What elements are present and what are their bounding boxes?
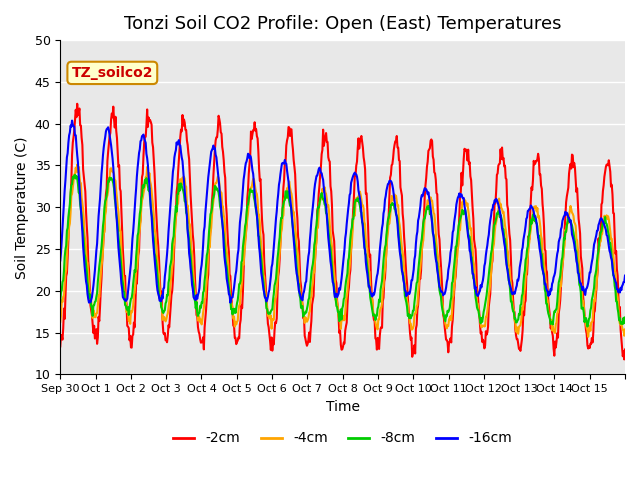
-2cm xyxy=(621,347,629,352)
Y-axis label: Soil Temperature (C): Soil Temperature (C) xyxy=(15,136,29,278)
-4cm xyxy=(621,326,629,332)
-2cm xyxy=(402,260,410,265)
-2cm xyxy=(56,344,64,349)
-4cm xyxy=(402,285,410,290)
-2cm xyxy=(276,239,284,244)
-8cm xyxy=(402,296,410,302)
-4cm xyxy=(56,319,64,325)
-8cm xyxy=(56,299,64,304)
-8cm xyxy=(255,234,263,240)
-8cm xyxy=(621,314,629,320)
-16cm xyxy=(256,251,264,256)
-16cm xyxy=(228,295,236,300)
-2cm xyxy=(620,357,628,362)
-2cm xyxy=(433,192,441,197)
-16cm xyxy=(277,166,285,172)
-2cm xyxy=(74,101,81,107)
Line: -4cm: -4cm xyxy=(60,165,625,337)
-8cm xyxy=(584,324,591,329)
Text: TZ_soilco2: TZ_soilco2 xyxy=(72,66,153,80)
-8cm xyxy=(71,172,79,178)
-4cm xyxy=(433,248,441,254)
-2cm xyxy=(255,166,263,172)
-4cm xyxy=(74,162,81,168)
Line: -2cm: -2cm xyxy=(60,104,625,360)
-16cm xyxy=(227,300,234,306)
-2cm xyxy=(124,323,131,329)
-4cm xyxy=(255,212,263,217)
-4cm xyxy=(227,299,235,305)
Line: -16cm: -16cm xyxy=(60,120,625,303)
Legend: -2cm, -4cm, -8cm, -16cm: -2cm, -4cm, -8cm, -16cm xyxy=(168,426,517,451)
Line: -8cm: -8cm xyxy=(60,175,625,326)
-8cm xyxy=(433,261,441,266)
-4cm xyxy=(124,308,131,313)
-16cm xyxy=(621,273,629,278)
-4cm xyxy=(276,241,284,247)
-8cm xyxy=(124,307,131,313)
-4cm xyxy=(584,334,592,340)
-16cm xyxy=(56,258,64,264)
-16cm xyxy=(403,293,410,299)
-16cm xyxy=(434,272,442,278)
Title: Tonzi Soil CO2 Profile: Open (East) Temperatures: Tonzi Soil CO2 Profile: Open (East) Temp… xyxy=(124,15,561,33)
-16cm xyxy=(68,118,76,123)
X-axis label: Time: Time xyxy=(326,400,360,414)
-16cm xyxy=(124,296,131,301)
-8cm xyxy=(276,222,284,228)
-8cm xyxy=(227,306,235,312)
-2cm xyxy=(227,291,235,297)
